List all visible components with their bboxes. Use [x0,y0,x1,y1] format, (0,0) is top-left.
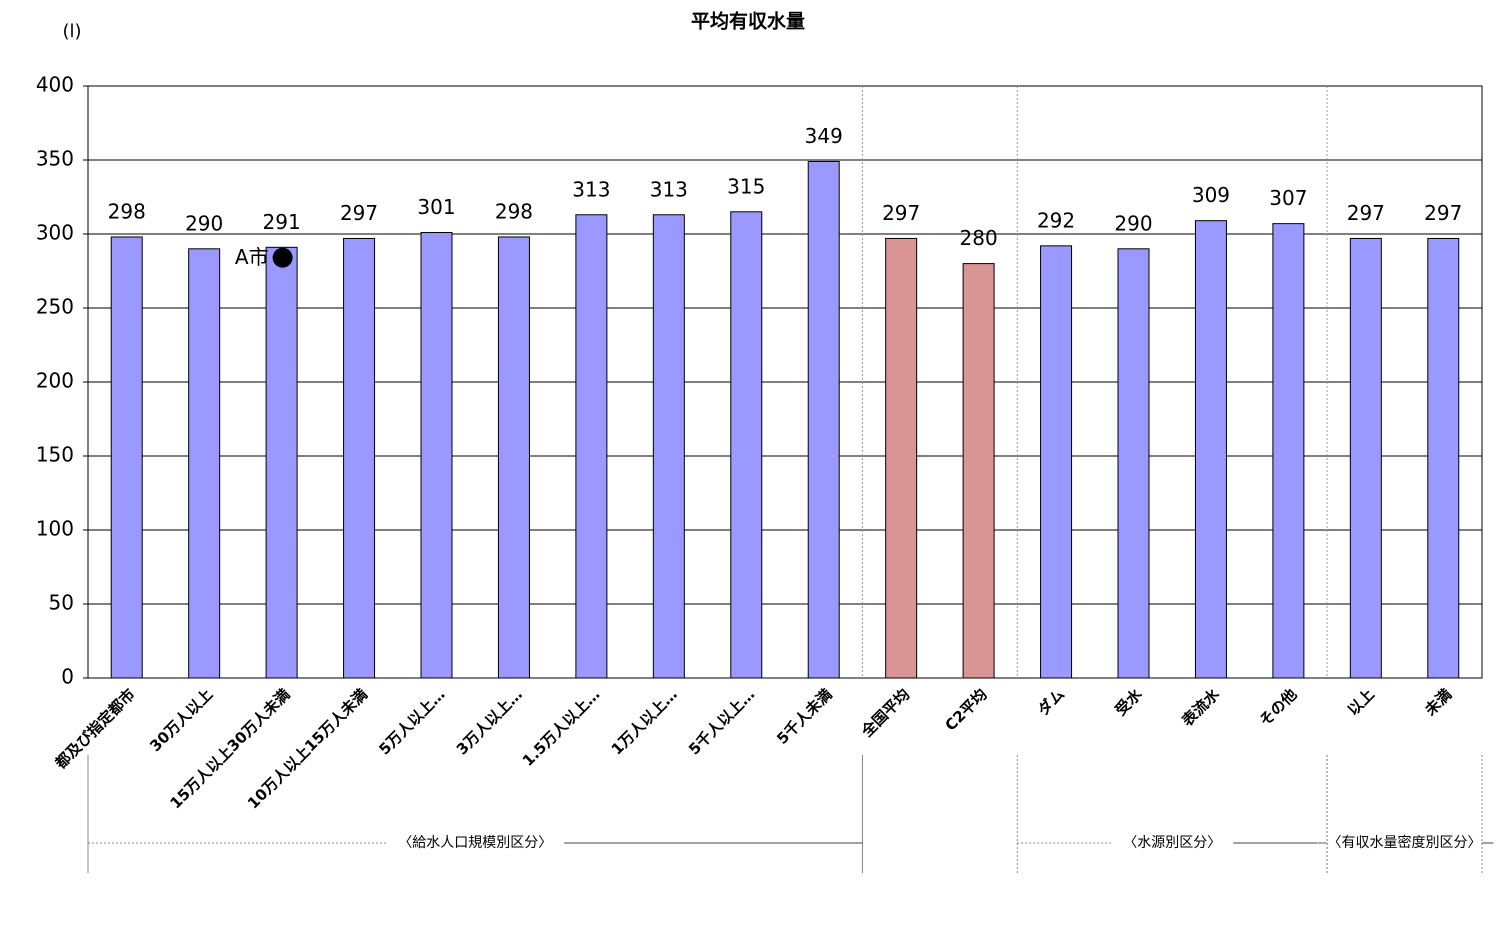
bar [1040,245,1073,679]
data-label: 290 [185,211,223,235]
data-label: 290 [1114,211,1152,235]
group-label: 〈有収水量密度別区分〉 [1328,834,1482,851]
x-tick-label: 都及び指定都市 [51,685,139,773]
bar [110,236,143,679]
data-label: 349 [805,124,843,148]
y-tick-label: 150 [36,443,74,467]
y-tick-label: 50 [49,591,74,615]
x-tick-label: C2平均 [942,685,991,734]
data-label: 301 [417,195,455,219]
data-label: 313 [572,177,610,201]
bar [885,237,918,679]
bar [1194,220,1227,679]
bar [1349,237,1382,679]
data-label: 297 [882,201,920,225]
bar [1117,248,1150,679]
y-unit: (l) [62,21,81,42]
x-tick-label: 全国平均 [857,685,913,741]
group-label: 〈給水人口規模別区分〉 [398,835,552,851]
bar [343,237,376,679]
y-tick-label: 300 [36,221,74,245]
x-tick-label: 30万人以上 [146,685,216,755]
y-tick-label: 100 [36,517,74,541]
data-label: 297 [1424,201,1462,225]
y-tick-label: 400 [36,73,74,97]
data-label: 315 [727,174,765,198]
x-tick-label: 3万人以上… [453,685,526,758]
data-label: 292 [1037,208,1075,232]
data-label: 297 [340,201,378,225]
x-tick-label: 5千人未満 [773,685,836,748]
y-tick-label: 250 [36,295,74,319]
bar [265,246,298,679]
y-tick-label: 350 [36,147,74,171]
x-tick-label: 5千人以上… [685,685,758,758]
x-tick-label: 1.5万人以上… [519,685,604,770]
bar [575,214,608,679]
x-tick-label: ダム [1034,685,1068,719]
bar [1427,237,1460,679]
bar [652,214,685,679]
x-tick-label: 未満 [1421,685,1456,720]
data-label: 307 [1269,186,1307,210]
data-label: 309 [1192,183,1230,207]
x-tick-label: その他 [1256,685,1301,730]
data-label: 291 [263,210,301,234]
bar [420,232,453,679]
bar [730,211,763,679]
data-label: 313 [650,177,688,201]
chart-title: 平均有収水量 [691,10,805,33]
x-tick-label: 以上 [1344,685,1378,719]
marker-label: A市 [235,245,269,269]
bar [497,236,530,679]
y-tick-label: 200 [36,369,74,393]
x-tick-label: 表流水 [1178,685,1223,730]
x-tick-label: 受水 [1112,685,1147,720]
bar [1272,223,1305,679]
data-label: 297 [1347,201,1385,225]
marker [272,247,293,268]
y-tick-label: 0 [61,665,74,689]
x-tick-label: 5万人以上… [375,685,448,758]
bar [962,263,995,679]
data-label: 298 [495,199,533,223]
bar [188,248,221,679]
data-label: 280 [960,226,998,250]
x-tick-label: 1万人以上… [608,685,681,758]
data-label: 298 [108,199,146,223]
group-label: 〈水源別区分〉 [1123,835,1221,851]
bar [807,160,840,679]
